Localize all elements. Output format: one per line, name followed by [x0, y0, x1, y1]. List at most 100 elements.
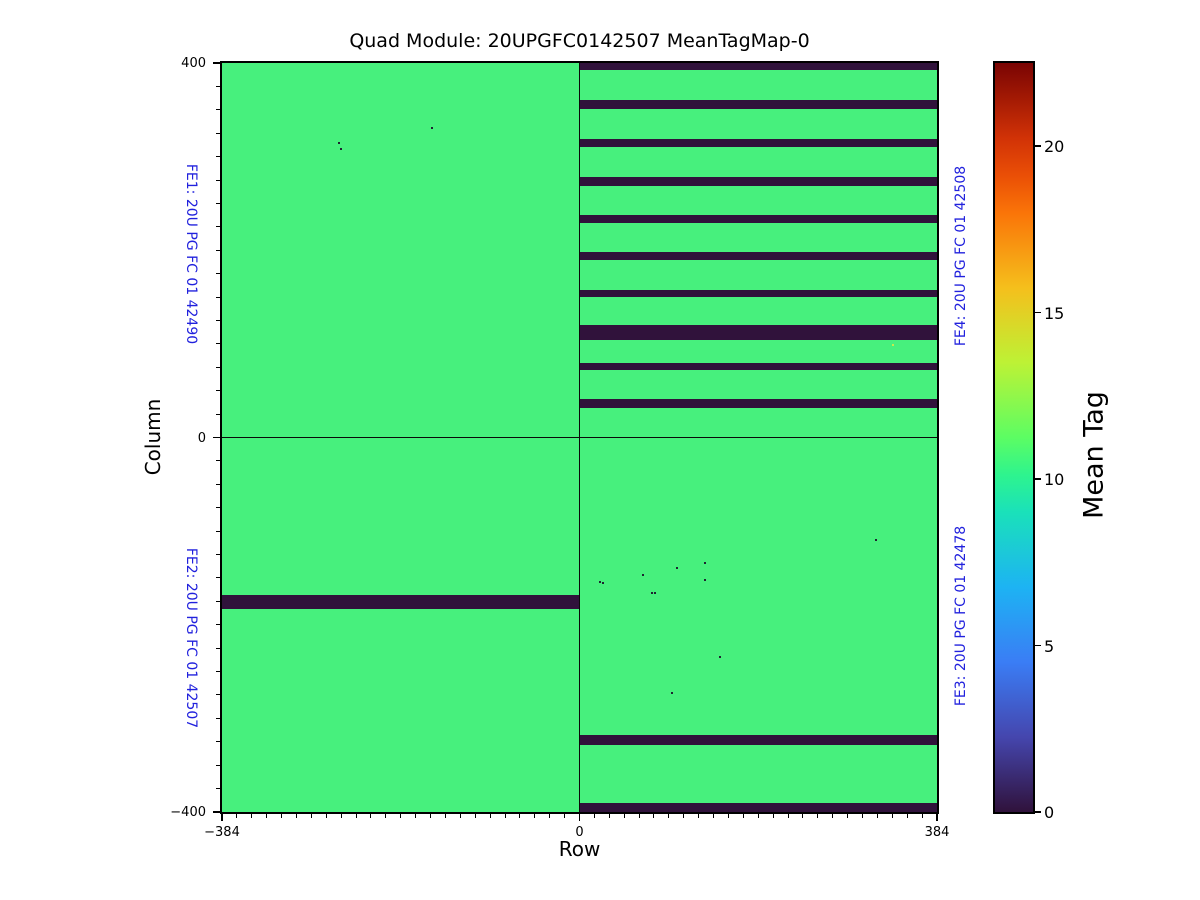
x-major-tick	[221, 814, 223, 821]
x-major-tick	[936, 814, 938, 821]
dead-stripe	[579, 735, 937, 745]
y-major-tick	[213, 436, 220, 439]
y-minor-tick	[216, 413, 220, 415]
quadrant-label-fe2: FE2: 20U PG FC 01 42507	[183, 547, 199, 729]
colorbar	[993, 61, 1035, 814]
y-minor-tick	[216, 624, 220, 626]
y-minor-tick	[216, 156, 220, 158]
x-minor-tick	[400, 814, 402, 818]
x-minor-tick	[876, 814, 878, 818]
y-minor-tick	[216, 249, 220, 251]
y-minor-tick	[216, 132, 220, 134]
x-minor-tick	[593, 814, 595, 818]
x-minor-tick	[623, 814, 625, 818]
x-tick-label: 384	[924, 825, 950, 840]
y-minor-tick	[216, 179, 220, 181]
quadrant-label-fe3: FE3: 20U PG FC 01 42478	[953, 525, 969, 707]
dead-stripe	[222, 594, 580, 609]
y-tick-label: −400	[170, 805, 206, 820]
speckle-pixel	[892, 343, 895, 346]
x-minor-tick	[564, 814, 566, 818]
x-minor-tick	[742, 814, 744, 818]
dead-stripe	[579, 362, 937, 371]
x-minor-tick	[340, 814, 342, 818]
x-minor-tick	[891, 814, 893, 818]
y-minor-tick	[216, 483, 220, 485]
dead-stripe	[579, 802, 937, 812]
y-minor-tick	[216, 717, 220, 719]
y-minor-tick	[216, 319, 220, 321]
x-minor-tick	[713, 814, 715, 818]
speckle-pixel	[653, 591, 656, 594]
y-minor-tick	[216, 366, 220, 368]
y-tick-label: 400	[181, 56, 206, 71]
speckle-pixel	[670, 692, 673, 695]
x-minor-tick	[325, 814, 327, 818]
x-tick-label: 0	[575, 825, 584, 840]
y-minor-tick	[216, 460, 220, 462]
x-minor-tick	[266, 814, 268, 818]
colorbar-label: Mean Tag	[1078, 391, 1110, 519]
y-minor-tick	[216, 647, 220, 649]
dead-stripe	[579, 252, 937, 260]
x-minor-tick	[772, 814, 774, 818]
speckle-pixel	[704, 578, 707, 581]
speckle-pixel	[875, 538, 878, 541]
x-minor-tick	[489, 814, 491, 818]
colorbar-tick	[1035, 811, 1041, 813]
y-minor-tick	[216, 671, 220, 673]
y-tick-label: 0	[197, 430, 206, 446]
x-minor-tick	[653, 814, 655, 818]
dead-stripe	[579, 399, 937, 408]
speckle-pixel	[601, 581, 604, 584]
x-minor-tick	[281, 814, 283, 818]
dead-stripe	[579, 100, 937, 109]
x-minor-tick	[668, 814, 670, 818]
dead-stripe	[579, 214, 937, 224]
x-minor-tick	[310, 814, 312, 818]
colorbar-tick	[1035, 644, 1041, 647]
x-minor-tick	[474, 814, 476, 818]
x-minor-tick	[459, 814, 461, 818]
dead-stripe	[579, 138, 937, 148]
speckle-pixel	[431, 126, 434, 129]
x-minor-tick	[370, 814, 372, 818]
x-minor-tick	[906, 814, 908, 818]
x-minor-tick	[787, 814, 789, 818]
dead-stripe	[579, 177, 937, 186]
x-minor-tick	[236, 814, 238, 818]
colorbar-tick-label: 10	[1044, 470, 1065, 490]
x-minor-tick	[295, 814, 297, 818]
x-minor-tick	[385, 814, 387, 818]
speckle-pixel	[338, 141, 341, 144]
colorbar-tick-label: 5	[1044, 636, 1055, 656]
x-minor-tick	[847, 814, 849, 818]
column-divider-line	[222, 437, 937, 438]
x-minor-tick	[817, 814, 819, 818]
x-minor-tick	[757, 814, 759, 818]
plot-title: Quad Module: 20UPGFC0142507 MeanTagMap-0	[349, 30, 810, 52]
x-minor-tick	[534, 814, 536, 818]
dead-stripe	[579, 289, 937, 298]
y-minor-tick	[216, 530, 220, 532]
y-minor-tick	[216, 202, 220, 204]
colorbar-tick	[1035, 478, 1041, 480]
x-minor-tick	[683, 814, 685, 818]
dead-stripe	[579, 325, 937, 341]
speckle-pixel	[676, 566, 679, 569]
speckle-pixel	[704, 561, 707, 564]
quadrant-label-fe1: FE1: 20U PG FC 01 42490	[183, 163, 199, 345]
y-minor-tick	[216, 507, 220, 509]
x-minor-tick	[519, 814, 521, 818]
x-minor-tick	[832, 814, 834, 818]
quadrant-label-fe4: FE4: 20U PG FC 01 42508	[953, 165, 969, 347]
y-minor-tick	[216, 554, 220, 556]
colorbar-tick	[1035, 145, 1041, 147]
colorbar-tick-label: 15	[1044, 303, 1065, 323]
y-minor-tick	[216, 788, 220, 790]
x-major-tick	[578, 814, 581, 821]
colorbar-tick-label: 0	[1044, 803, 1055, 822]
x-minor-tick	[802, 814, 804, 818]
y-minor-tick	[216, 764, 220, 766]
heatmap-canvas	[220, 61, 939, 814]
